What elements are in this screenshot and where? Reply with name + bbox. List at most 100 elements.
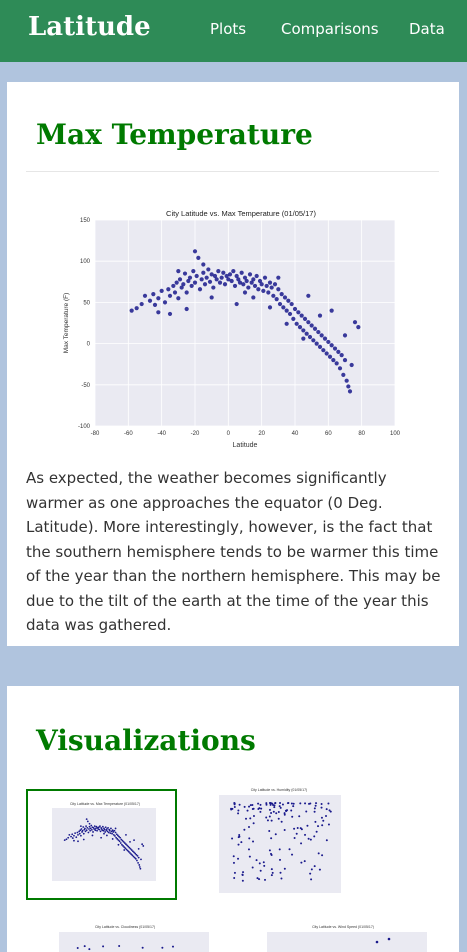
thumbnail-point <box>274 802 277 805</box>
data-point <box>314 341 319 346</box>
nav-link-comparisons[interactable]: Comparisons <box>281 20 379 38</box>
thumbnail-point <box>81 829 84 832</box>
thumbnail-point <box>247 825 250 828</box>
thumbnail-point <box>275 812 278 815</box>
x-tick-label: -60 <box>124 431 133 437</box>
thumbnail-cloudiness[interactable]: City Latitude vs. Cloudiness (01/05/17) <box>39 922 211 952</box>
thumbnail-point <box>313 865 316 868</box>
thumbnail-humidity[interactable]: City Latitude vs. Humidity (01/05/17) <box>199 785 345 903</box>
thumbnail-point <box>313 835 316 838</box>
thumbnail-wind-speed[interactable]: City Latitude vs. Wind Speed (01/05/17) <box>257 922 429 952</box>
thumbnail-point <box>278 848 281 851</box>
thumbnail-point <box>138 866 141 868</box>
data-point <box>254 273 259 279</box>
thumbnail-point <box>252 815 255 818</box>
thumbnail-point <box>283 813 286 816</box>
thumbnail-point <box>320 803 323 806</box>
thumbnail-point <box>106 830 109 833</box>
nav-link-plots[interactable]: Plots <box>210 20 247 38</box>
thumbnail-point <box>118 835 120 838</box>
thumbnail-point <box>233 805 236 808</box>
thumbnail-point <box>232 855 235 858</box>
thumbnail-point <box>98 828 101 831</box>
thumbnail-title: City Latitude vs. Wind Speed (01/05/17) <box>312 925 374 929</box>
data-point <box>302 316 308 321</box>
data-point <box>256 287 261 292</box>
thumbnail-point <box>291 815 294 818</box>
thumbnail-point <box>259 810 262 813</box>
thumbnail-point <box>259 803 262 806</box>
thumbnail-point <box>295 832 298 835</box>
thumbnail-point <box>238 835 241 838</box>
thumbnail-humidity-chart: City Latitude vs. Humidity (01/05/17) <box>219 788 341 893</box>
thumbnail-point <box>243 828 246 831</box>
data-point <box>279 292 284 297</box>
thumbnail-point <box>91 834 94 837</box>
thumbnail-point <box>321 824 324 827</box>
y-tick-label: 150 <box>80 218 91 224</box>
data-point <box>306 320 311 325</box>
point-layer <box>129 249 361 394</box>
data-point <box>349 362 354 368</box>
data-point <box>139 301 144 307</box>
thumbnail-point <box>112 833 115 836</box>
data-point <box>331 357 336 363</box>
thumbnail-point <box>130 849 133 851</box>
thumbnail-point <box>68 833 71 836</box>
thumbnail-point <box>278 805 281 808</box>
nav-link-data[interactable]: Data <box>409 20 445 38</box>
thumbnail-point <box>270 868 273 871</box>
data-point <box>291 316 296 321</box>
thumbnail-point <box>104 831 107 833</box>
thumbnail-point <box>304 833 307 836</box>
thumbnail-point <box>277 811 280 814</box>
thumbnail-point <box>119 842 122 844</box>
thumbnail-point <box>94 829 97 832</box>
thumbnail-point <box>248 855 251 858</box>
thumbnail-point <box>258 862 261 865</box>
brand-link[interactable]: Latitude <box>28 12 151 42</box>
thumbnail-point <box>263 864 266 867</box>
data-point <box>229 278 234 284</box>
thumbnail-point <box>283 867 286 870</box>
thumbnail-point <box>305 810 308 813</box>
thumbnail-point <box>269 803 272 806</box>
thumbnail-point <box>139 867 142 870</box>
data-point <box>227 272 233 277</box>
thumbnail-point <box>99 825 101 828</box>
thumbnail-point <box>137 847 140 850</box>
data-point <box>317 313 323 318</box>
thumbnail-point <box>135 853 138 856</box>
thumbnail-point <box>133 856 136 859</box>
thumbnail-point <box>265 803 268 806</box>
x-axis-label: Latitude <box>233 442 258 449</box>
thumbnail-point <box>387 937 391 941</box>
thumbnail-point <box>82 838 85 841</box>
thumbnail-point <box>79 825 82 828</box>
thumbnail-point <box>90 829 93 831</box>
y-tick-label: -50 <box>81 383 90 389</box>
data-point <box>246 285 251 290</box>
thumbnail-point <box>84 827 86 830</box>
thumbnail-point <box>118 840 121 843</box>
thumbnail-point <box>281 803 284 806</box>
thumbnail-point <box>272 810 275 813</box>
thumbnail-point <box>85 825 87 828</box>
thumbnail-point <box>298 815 301 818</box>
data-point <box>184 290 189 295</box>
thumbnail-point <box>314 820 317 823</box>
thumbnail-point <box>245 817 248 820</box>
data-point <box>276 287 281 292</box>
thumbnail-point <box>63 839 66 842</box>
data-point <box>204 275 209 280</box>
thumbnail-point <box>78 832 81 835</box>
thumbnail-max-temperature[interactable]: City Latitude vs. Max Temperature (01/05… <box>26 789 177 900</box>
thumbnail-point <box>171 945 174 948</box>
thumbnail-point <box>90 824 93 827</box>
data-point <box>181 282 186 287</box>
data-point <box>301 336 306 341</box>
thumbnail-point <box>288 848 291 851</box>
thumbnail-point <box>265 802 268 805</box>
x-tick-label: -80 <box>91 431 100 437</box>
thumbnail-point <box>102 945 105 948</box>
